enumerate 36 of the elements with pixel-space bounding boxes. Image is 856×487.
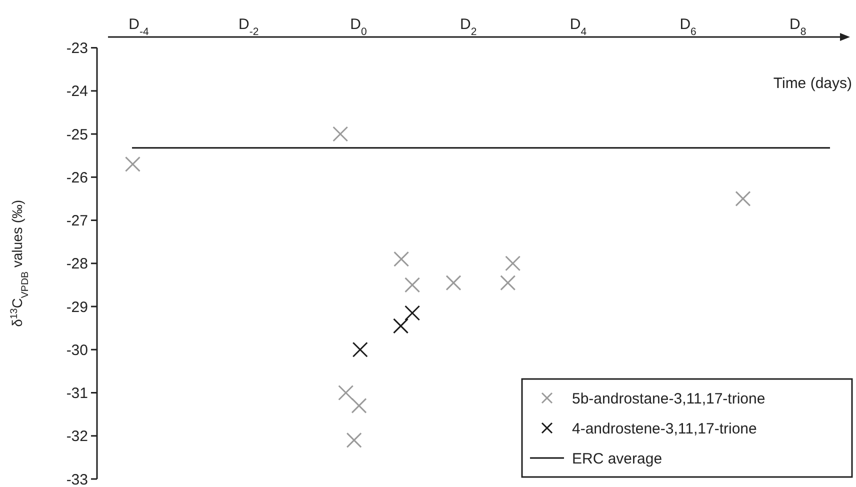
x-tick-label: D$_{6}$ (680, 16, 697, 38)
point (505, 256, 521, 272)
x-tick-label: D$_{-4}$ (128, 16, 150, 38)
x-tick-label: D$_{8}$ (790, 16, 806, 38)
y-tick-label: -24 (66, 83, 88, 100)
y-tick-label: -30 (66, 342, 88, 359)
point (404, 277, 420, 293)
legend-label: ERC average (572, 450, 662, 468)
point (352, 342, 368, 358)
y-tick-label: -25 (66, 126, 88, 144)
point (446, 275, 462, 291)
y-tick-label: -26 (66, 169, 88, 186)
y-tick-label: -32 (66, 428, 88, 446)
x-tick-label: D$_{2}$ (460, 16, 477, 38)
point (404, 305, 420, 321)
y-tick-label: -29 (66, 298, 88, 316)
point (735, 190, 751, 206)
x-tick-label: D$_{4}$ (570, 16, 587, 38)
point (346, 432, 362, 448)
point (393, 318, 409, 334)
point (351, 398, 367, 414)
y-tick-label: -27 (66, 212, 88, 230)
y-tick-label: -23 (66, 40, 88, 58)
y-tick-label: -28 (66, 256, 88, 273)
legend-label: 4-androstene-3,11,17-trione (572, 420, 757, 438)
x-tick-label: D$_{0}$ (350, 16, 367, 38)
point (332, 126, 348, 142)
point (124, 156, 140, 172)
point (394, 251, 410, 267)
y-tick-label: -31 (66, 385, 88, 402)
y-tick-label: -33 (66, 471, 88, 487)
x-axis-title: Time (days) (773, 75, 852, 92)
legend-label: 5b-androstane-3,11,17-trione (572, 390, 766, 408)
x-tick-label: D$_{-2}$ (238, 16, 259, 38)
point (500, 275, 516, 291)
point (338, 385, 354, 401)
